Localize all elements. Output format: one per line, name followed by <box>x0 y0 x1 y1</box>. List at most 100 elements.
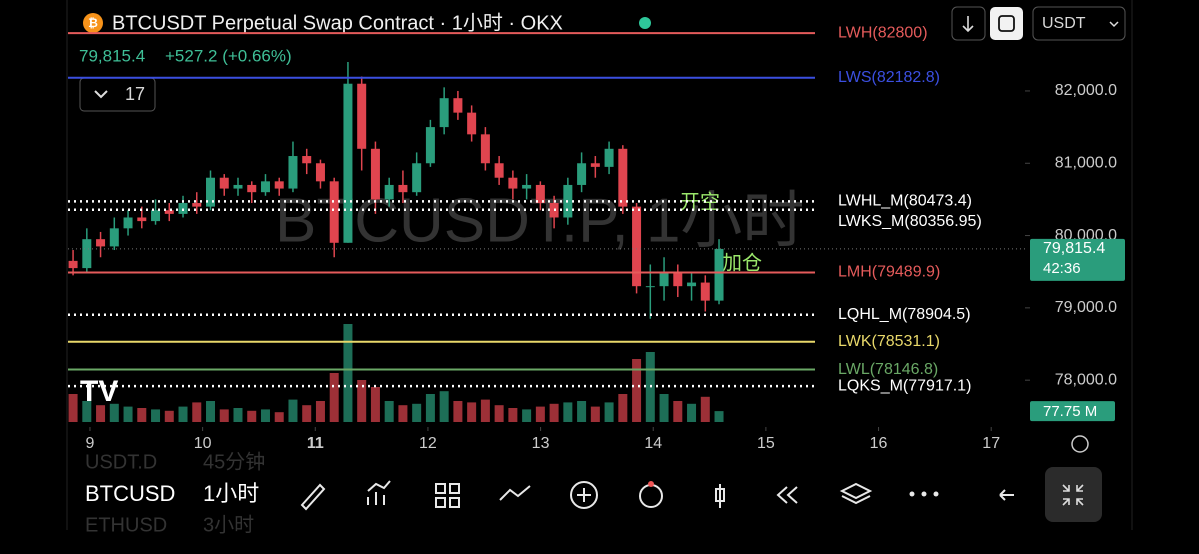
candle-body <box>467 112 477 135</box>
candle-body <box>645 286 655 288</box>
y-tick-label: 82,000.0 <box>1055 82 1117 99</box>
volume-bar <box>494 405 504 422</box>
status-dot <box>639 17 651 29</box>
volume-bar <box>164 410 174 422</box>
volume-bar <box>260 409 270 422</box>
chevron <box>1109 21 1119 28</box>
fullscreen-button[interactable] <box>1045 467 1102 522</box>
candle-body <box>68 260 78 269</box>
level-label: LWL(78146.8) <box>838 361 938 378</box>
candle-body <box>412 163 422 193</box>
settings-icon[interactable] <box>1071 435 1089 453</box>
candle-body <box>384 184 394 200</box>
y-tick-label: 81,000.0 <box>1055 154 1117 171</box>
candle-body <box>274 181 284 189</box>
volume-bar <box>357 380 367 422</box>
volume-bar <box>315 401 325 422</box>
candle-body <box>494 163 504 178</box>
volume-bar <box>274 412 284 422</box>
x-tick-label: 16 <box>870 435 888 452</box>
x-tick-label: 13 <box>532 435 550 452</box>
candle-body <box>219 177 229 189</box>
btc-icon-glyph: ₿ <box>88 16 98 30</box>
candle-body <box>590 163 600 167</box>
candle-body <box>178 203 188 214</box>
volume-bar <box>673 401 683 422</box>
volume-bar <box>439 391 449 422</box>
volume-bar <box>590 406 600 422</box>
replay-tool[interactable] <box>776 486 798 504</box>
candle-body <box>329 181 339 243</box>
x-tick-label: 15 <box>757 435 775 452</box>
volume-bar <box>370 387 380 422</box>
volume-bar <box>137 408 147 422</box>
candle-body <box>109 228 119 247</box>
add-tool[interactable] <box>570 481 598 509</box>
candle-body <box>247 184 257 193</box>
volume-bar <box>219 409 229 422</box>
last-price-tag <box>1030 238 1125 281</box>
undo-tool[interactable] <box>999 489 1014 501</box>
volume-bar <box>384 401 394 422</box>
x-tick-label: 17 <box>982 435 1000 452</box>
layout-icon <box>998 15 1015 32</box>
candle-body <box>700 282 710 301</box>
btc-icon <box>83 13 103 33</box>
volume-bar <box>522 409 532 422</box>
bar-type-tool[interactable] <box>715 484 725 508</box>
more-tool[interactable] <box>909 491 939 497</box>
volume-bar <box>329 373 339 422</box>
templates-tool[interactable] <box>435 483 460 508</box>
volume-bar <box>398 405 408 422</box>
candle-body <box>343 83 353 243</box>
indicators-tool[interactable] <box>367 480 391 505</box>
chevron <box>94 90 108 99</box>
volume-bar <box>549 403 559 422</box>
download-button[interactable] <box>951 6 986 41</box>
layout-button[interactable] <box>990 7 1023 40</box>
level-label: LWKS_M(80356.95) <box>838 213 982 230</box>
ghost-symbol: ETHUSD <box>85 514 167 536</box>
candle-body <box>632 206 642 287</box>
candle-body <box>302 156 312 164</box>
volume-bar <box>68 394 78 422</box>
volume-bar <box>604 402 614 422</box>
volume-bar <box>123 406 133 422</box>
candle-body <box>439 98 449 128</box>
level-label: LQHL_M(78904.5) <box>838 306 971 323</box>
candle-body <box>577 163 587 185</box>
volume-bar <box>467 402 477 422</box>
y-tick-label: 78,000.0 <box>1055 371 1117 388</box>
draw-tool[interactable] <box>300 483 326 511</box>
x-tick-label: 11 <box>307 435 324 452</box>
volume-bar <box>96 405 106 422</box>
candle-body <box>137 217 147 222</box>
candle-body <box>618 148 628 207</box>
candle-body <box>535 184 545 204</box>
price-change: +527.2 (+0.66%) <box>165 46 292 65</box>
candle-body <box>192 203 202 207</box>
candle-body <box>604 148 614 167</box>
currency-select[interactable] <box>1032 6 1126 41</box>
volume-bar <box>288 399 298 422</box>
compare-tool[interactable] <box>499 485 531 501</box>
candle-body <box>288 156 298 189</box>
volume-bar <box>687 403 697 422</box>
chart-title: BTCUSDT Perpetual Swap Contract · 1小时 · … <box>112 11 563 34</box>
volume-tag <box>1030 401 1115 422</box>
layers-tool[interactable] <box>839 482 873 505</box>
interval-button[interactable]: 1小时 <box>203 481 259 506</box>
x-tick-label: 10 <box>194 435 212 452</box>
candle-body <box>453 98 463 113</box>
fullscreen-icon <box>1062 484 1084 506</box>
candle-body <box>123 217 133 229</box>
volume-bar <box>480 399 490 422</box>
candle-body <box>233 184 243 189</box>
ghost-symbol: USDT.D <box>85 451 157 473</box>
symbol-button[interactable]: BTCUSD <box>85 481 175 506</box>
level-label: LQKS_M(77917.1) <box>838 377 971 394</box>
plot: 78,000.079,000.080,000.081,000.082,000.0… <box>68 24 1125 452</box>
candle-body <box>370 148 380 200</box>
level-label: LWHL_M(80473.4) <box>838 193 972 210</box>
